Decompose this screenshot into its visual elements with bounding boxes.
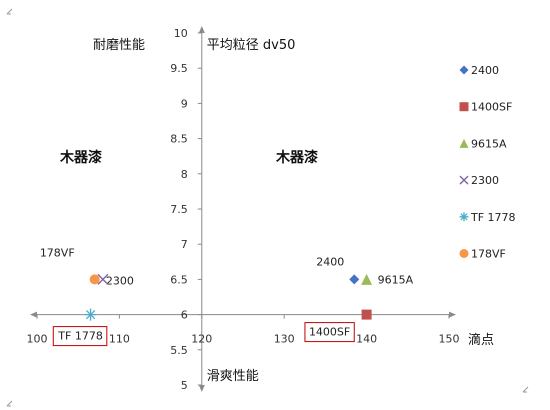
data-point-2300 [97, 273, 109, 285]
chart-axes [30, 26, 456, 392]
paragraph-mark-2 [6, 400, 13, 407]
circle-marker [459, 249, 469, 258]
y-axis-label-top: 平均粒径 dv50 [207, 38, 296, 53]
triangle-marker [459, 138, 469, 148]
legend-marker [459, 65, 469, 75]
y-tick-label: 7.5 [170, 203, 188, 216]
legend-label: 9615A [471, 137, 507, 150]
paragraph-mark-3 [522, 386, 529, 393]
data-point-2400 [349, 274, 360, 285]
legend-item-1400sf: 1400SF [459, 101, 512, 114]
legend-label: 2400 [471, 64, 499, 77]
data-point-1400sf [361, 309, 372, 320]
x-tick-label: 100 [27, 333, 48, 346]
annotation-tf-1778-box [52, 326, 108, 347]
legend-marker [459, 212, 469, 222]
annotation-1400sf-box [304, 322, 355, 343]
data-point-tf-1778 [84, 308, 97, 321]
x-marker [97, 273, 109, 285]
legend-marker [459, 175, 469, 185]
y-tick-label: 9.5 [170, 62, 188, 75]
legend-item-2300: 2300 [459, 174, 499, 187]
annotation-2300: 2300 [106, 274, 134, 287]
legend-marker [459, 102, 469, 112]
chart-marks [84, 273, 373, 321]
x-axis-arrow-right [449, 311, 456, 318]
legend-item-9615a: 9615A [459, 137, 507, 150]
y-tick-label: 5 [181, 379, 188, 392]
diamond-marker [459, 65, 469, 75]
x-axis-label: 滴点 [468, 332, 494, 348]
y-axis-label-bottom: 滑爽性能 [207, 369, 259, 384]
annotation-9615a: 9615A [378, 273, 414, 286]
annotation-tf-1778: TF 1778 [57, 330, 103, 343]
x-tick-label: 130 [274, 333, 295, 346]
legend-marker [459, 138, 469, 148]
quadrant-label-right: 木器漆 [275, 149, 318, 166]
chart-annotations: 178VF 2300 2400 9615A TF 1778 1400SF [40, 246, 414, 347]
square-marker [361, 309, 372, 320]
y-tick-label: 6.5 [170, 273, 188, 286]
legend-label: 178VF [471, 248, 506, 261]
top-left-label: 耐磨性能 [93, 38, 145, 53]
chart-decor [6, 8, 529, 407]
legend-marker [459, 249, 469, 258]
x-tick-label: 110 [109, 333, 130, 346]
x-axis-arrow-left [30, 311, 37, 318]
y-tick-label: 5.5 [170, 344, 188, 357]
triangle-marker [361, 273, 373, 285]
y-tick-label: 10 [174, 27, 188, 40]
y-tick-label: 6 [181, 309, 188, 322]
y-tick-label: 8 [181, 168, 188, 181]
y-axis-arrow-top [198, 26, 205, 33]
asterisk-marker [459, 212, 469, 222]
legend-label: 2300 [471, 174, 499, 187]
y-tick-label: 8.5 [170, 133, 188, 146]
x-marker [459, 175, 469, 185]
y-tick-label: 9 [181, 97, 188, 110]
quadrant-label-left: 木器漆 [59, 149, 102, 166]
x-tick-label: 140 [356, 333, 377, 346]
legend-item-178vf: 178VF [459, 248, 506, 261]
x-tick-label: 150 [439, 333, 460, 346]
paragraph-mark-1 [6, 8, 13, 15]
y-tick-label: 7 [181, 238, 188, 251]
x-tick-label: 120 [191, 333, 212, 346]
chart-tick-labels: 100 110 120 130 140 150 5 5.5 6 6.5 7 7.5 8 8.5 9 9.5 10 [27, 27, 460, 392]
annotation-1400sf: 1400SF [309, 326, 350, 339]
annotation-178vf: 178VF [40, 246, 75, 259]
legend-item-tf-1778: TF 1778 [459, 211, 516, 224]
y-axis-arrow-bottom [198, 385, 205, 392]
chart-legend: 2400 1400SF 9615A 2300 TF 1778 178VF [459, 64, 516, 261]
asterisk-marker [84, 308, 97, 321]
legend-label: TF 1778 [470, 211, 516, 224]
annotation-2400: 2400 [316, 255, 344, 268]
legend-label: 1400SF [471, 101, 512, 114]
circle-marker [89, 274, 100, 285]
legend-item-2400: 2400 [459, 64, 499, 77]
data-point-178vf [89, 274, 100, 285]
square-marker [459, 102, 469, 112]
data-point-9615a [361, 273, 373, 285]
diamond-marker [349, 274, 360, 285]
